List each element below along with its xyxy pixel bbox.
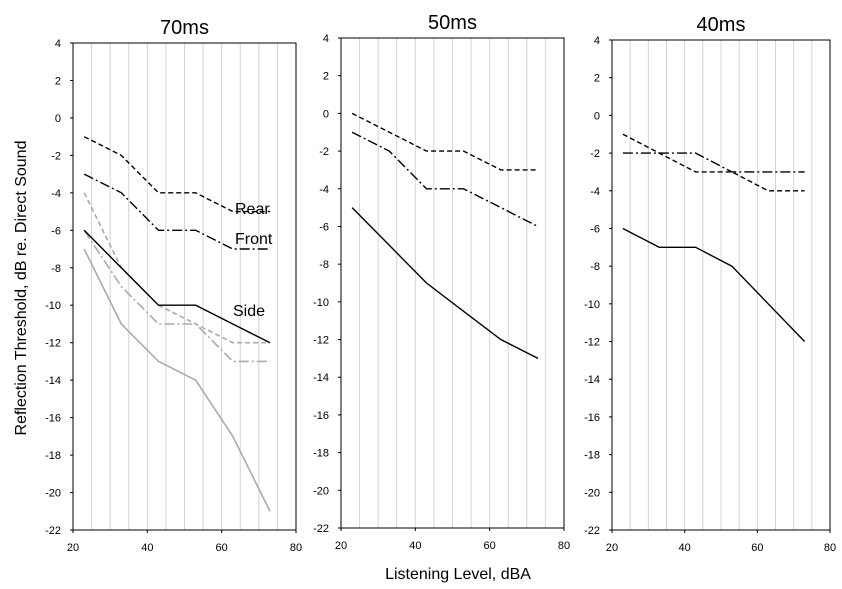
y-tick-label: -22 [313,523,329,535]
y-tick-label: -18 [45,450,61,462]
y-tick-label: -2 [51,150,61,162]
y-tick-label: -4 [590,186,600,198]
series-line-front [83,173,270,250]
y-tick-label: -18 [313,448,329,460]
y-tick-label: -10 [584,299,600,311]
y-tick-label: -6 [319,221,329,233]
y-tick-label: 4 [323,33,329,45]
series-line-side [83,229,271,344]
y-tick-label: 2 [323,71,329,83]
x-tick-label: 40 [679,542,691,554]
y-tick-label: -12 [313,335,329,347]
y-tick-label: -12 [45,338,61,350]
series-line-dashed [622,133,805,192]
y-tick-label: -18 [584,450,600,462]
x-tick-label: 20 [606,542,618,554]
y-tick-label: -8 [590,261,600,273]
series-line-solid [83,248,271,512]
y-tick-label: -14 [45,375,61,387]
y-tick-label: 4 [594,35,600,47]
y-tick-label: -16 [313,410,329,422]
y-tick-label: 0 [594,110,600,122]
y-tick-label: -2 [590,148,600,160]
y-tick-label: -14 [313,372,329,384]
series-label-front: Front [235,231,273,248]
y-tick-label: -12 [584,337,600,349]
series-label-rear: Rear [235,201,270,218]
y-tick-label: -10 [45,300,61,312]
x-tick-label: 20 [335,540,347,552]
x-tick-label: 20 [67,542,79,554]
y-tick-label: -20 [313,485,329,497]
x-tick-label: 60 [216,542,228,554]
series-line-rear [83,136,270,213]
plot-frame [611,39,831,531]
y-tick-label: 2 [55,75,61,87]
y-tick-label: -22 [584,525,600,537]
y-tick-label: -20 [584,487,600,499]
series-line-dashdot [83,229,270,363]
y-tick-label: -6 [51,225,61,237]
series-line-dashdot [351,131,539,228]
y-tick-label: 2 [594,73,600,85]
y-tick-label: -4 [319,184,329,196]
x-tick-label: 60 [484,540,496,552]
plot-frame [72,42,297,531]
series-line-dashdot [622,152,805,173]
y-tick-label: -8 [51,263,61,275]
y-tick-label: -4 [51,188,61,200]
y-tick-label: 0 [323,108,329,120]
y-tick-label: -2 [319,146,329,158]
x-tick-label: 80 [290,542,302,554]
x-axis-label: Listening Level, dBA [385,566,531,583]
series-line-solid [351,207,539,360]
y-tick-label: -10 [313,297,329,309]
y-tick-label: -8 [319,259,329,271]
plot-frame [340,37,565,529]
y-tick-label: -20 [45,488,61,500]
y-tick-label: -16 [584,412,600,424]
y-axis-label: Reflection Threshold, dB re. Direct Soun… [13,141,30,436]
series-line-dashed [351,112,538,171]
y-tick-label: -14 [584,374,600,386]
x-tick-label: 40 [141,542,153,554]
y-tick-label: -22 [45,525,61,537]
x-tick-label: 80 [558,540,570,552]
y-tick-label: 4 [55,38,61,50]
panel-title: 70ms [160,17,209,39]
y-tick-label: -6 [590,223,600,235]
series-label-side: Side [233,303,265,320]
x-tick-label: 60 [751,542,763,554]
y-tick-label: -16 [45,413,61,425]
series-line-dashed [83,192,270,344]
panel-title: 40ms [697,14,746,36]
y-tick-label: 0 [55,113,61,125]
x-tick-label: 40 [409,540,421,552]
series-line-solid [622,227,806,342]
x-tick-label: 80 [824,542,836,554]
panel-title: 50ms [428,12,477,34]
